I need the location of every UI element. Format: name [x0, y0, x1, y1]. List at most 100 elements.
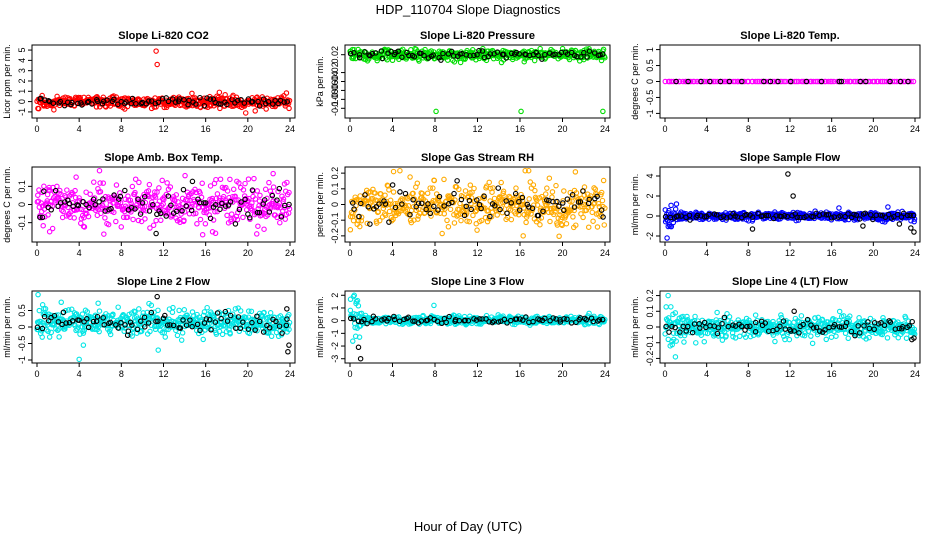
data-point: [701, 78, 708, 85]
data-point: [494, 212, 500, 218]
data-point: [414, 180, 421, 187]
outlier-point: [252, 108, 258, 114]
x-tick-label: 16: [515, 248, 525, 258]
outlier-point: [885, 204, 891, 210]
data-point-black: [440, 50, 446, 57]
data-point-black: [367, 221, 373, 227]
data-point: [726, 314, 733, 320]
data-point: [193, 210, 199, 217]
data-point: [241, 103, 248, 109]
data-point: [46, 187, 53, 194]
x-tick-label: 4: [77, 248, 82, 258]
data-point-black: [111, 96, 117, 102]
data-point: [382, 192, 388, 198]
x-tick-label: 20: [243, 369, 253, 379]
data-point-black: [479, 48, 486, 54]
data-point-black: [395, 48, 401, 54]
data-point: [277, 219, 283, 226]
data-point: [424, 190, 431, 196]
data-point: [97, 180, 103, 186]
data-point: [117, 190, 123, 196]
data-point: [252, 196, 259, 202]
plot-frame: [344, 290, 611, 364]
data-point-black: [539, 56, 545, 62]
data-point: [178, 337, 185, 343]
data-point-black: [584, 54, 590, 60]
data-point-black: [265, 98, 272, 105]
x-tick-label: 12: [158, 248, 168, 258]
outlier-point: [836, 205, 842, 211]
data-point: [142, 216, 148, 222]
data-point: [159, 177, 165, 184]
data-point: [132, 176, 139, 182]
data-point-black: [535, 52, 541, 59]
data-point: [407, 174, 413, 180]
data-point: [236, 180, 242, 186]
outlier-point: [518, 108, 524, 115]
data-point-black: [69, 99, 75, 106]
data-point: [234, 216, 241, 223]
data-point-black: [897, 78, 904, 85]
data-point: [46, 187, 52, 193]
data-point: [813, 78, 819, 85]
data-point: [546, 175, 553, 181]
data-point: [266, 179, 272, 186]
x-tick-label: 0: [347, 124, 352, 134]
data-point: [85, 213, 92, 220]
outlier-point-black: [908, 225, 914, 231]
data-point: [113, 182, 120, 188]
data-point: [397, 167, 403, 174]
data-points: [34, 291, 293, 363]
data-point: [38, 208, 45, 215]
data-point: [793, 78, 800, 85]
x-tick-label: 0: [34, 248, 39, 258]
x-tick-label: 20: [243, 248, 253, 258]
data-point: [45, 212, 51, 218]
data-point: [737, 333, 743, 340]
data-point: [247, 205, 254, 212]
data-point: [908, 78, 914, 85]
data-point-black: [838, 78, 845, 85]
data-point: [129, 183, 136, 190]
data-point: [212, 208, 218, 215]
data-point-black: [169, 96, 176, 102]
x-tick-label: 12: [472, 248, 482, 258]
data-point-black: [581, 49, 587, 56]
data-point: [752, 78, 759, 85]
outlier-point: [155, 347, 161, 353]
data-point: [113, 218, 119, 225]
data-point: [96, 167, 103, 174]
data-points: [347, 292, 608, 362]
data-point: [77, 94, 83, 101]
data-point-black: [568, 49, 575, 56]
data-points: [347, 167, 608, 240]
x-tick-label: 0: [662, 369, 667, 379]
data-point-black: [397, 189, 403, 195]
data-point: [242, 180, 248, 187]
data-point-black: [378, 48, 385, 54]
outlier-point-black: [284, 306, 290, 312]
data-point: [668, 202, 674, 209]
panel-title: Slope Line 2 Flow: [117, 276, 210, 288]
data-point-black: [155, 99, 162, 106]
data-point: [124, 214, 131, 220]
data-point-black: [356, 52, 363, 58]
data-point: [235, 305, 241, 311]
data-point: [280, 196, 287, 202]
outlier-point: [390, 168, 397, 175]
data-point: [537, 221, 543, 228]
data-point: [154, 189, 160, 195]
data-point-black: [430, 52, 436, 58]
data-point: [590, 218, 596, 224]
data-point: [283, 90, 290, 96]
data-point: [668, 304, 674, 310]
data-point: [41, 183, 47, 190]
outlier-point: [189, 90, 195, 97]
data-point: [270, 184, 277, 190]
data-point: [147, 225, 153, 231]
data-point-black: [513, 49, 520, 56]
data-point: [217, 105, 223, 112]
x-tick-label: 4: [704, 369, 709, 379]
